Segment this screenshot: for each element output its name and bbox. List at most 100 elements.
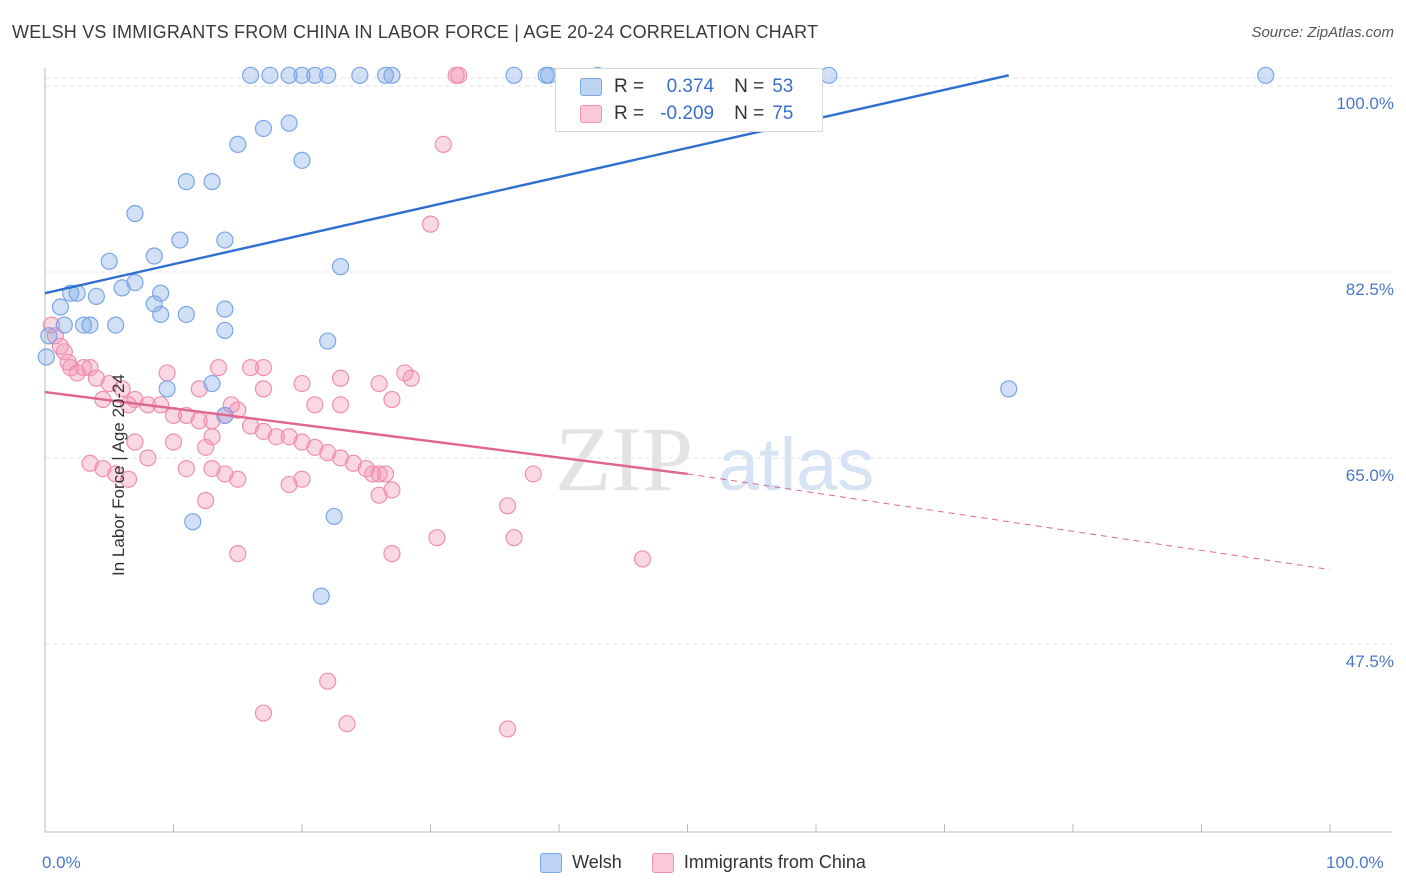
welsh-point <box>203 173 221 191</box>
welsh-point <box>145 295 163 313</box>
welsh-point <box>306 66 324 84</box>
china-point <box>306 396 324 414</box>
china-point <box>197 491 215 510</box>
china-point <box>370 486 388 504</box>
legend-row-welsh: R = 0.374 N = 53 <box>580 74 793 100</box>
series-legend: Welsh Immigrants from China <box>0 852 1406 873</box>
china-point <box>319 672 337 690</box>
welsh-point <box>254 119 273 138</box>
welsh-point <box>505 66 523 84</box>
china-point <box>293 470 311 488</box>
china-point <box>55 343 73 361</box>
welsh-point <box>229 135 247 154</box>
china-point <box>107 465 125 483</box>
china-point <box>421 215 440 233</box>
china-point <box>100 374 118 393</box>
china-point <box>113 380 131 398</box>
china-point <box>383 545 401 563</box>
welsh-point <box>74 316 93 334</box>
welsh-point <box>216 231 234 249</box>
welsh-point <box>312 587 330 605</box>
china-point <box>633 550 652 568</box>
china-point <box>81 454 99 472</box>
china-point <box>370 465 388 483</box>
china-points <box>42 66 652 738</box>
china-point <box>499 497 517 515</box>
china-point <box>364 465 382 483</box>
china-point <box>126 433 144 451</box>
china-point <box>331 396 350 414</box>
china-legend-swatch <box>651 852 674 873</box>
china-point <box>222 396 240 414</box>
trend-lines <box>44 74 1331 571</box>
welsh-point <box>383 66 401 84</box>
legend-item-welsh: Welsh <box>540 852 622 873</box>
welsh-point <box>1000 380 1018 398</box>
legend-row-china: R = -0.209 N = 75 <box>580 101 793 127</box>
welsh-point <box>37 348 55 366</box>
china-point <box>254 359 273 377</box>
welsh-point <box>152 305 170 324</box>
welsh-point <box>242 66 260 84</box>
china-point <box>158 364 176 382</box>
y-tick-label: 82.5% <box>1345 279 1394 299</box>
china-point <box>370 374 388 393</box>
welsh-point <box>100 252 118 270</box>
welsh-point <box>40 327 58 345</box>
welsh-point <box>331 258 350 276</box>
welsh-point <box>126 204 144 223</box>
china-point <box>119 470 138 488</box>
welsh-point <box>319 66 337 84</box>
welsh-point <box>280 114 298 132</box>
china-point <box>428 529 446 547</box>
china-point <box>293 374 311 393</box>
welsh-point <box>113 279 131 297</box>
china-point <box>216 465 234 483</box>
welsh-trend-line <box>44 74 1010 295</box>
china-point <box>229 545 247 563</box>
china-swatch <box>580 105 602 123</box>
welsh-point <box>184 513 202 531</box>
welsh-point <box>351 66 369 84</box>
welsh-point <box>319 332 337 350</box>
china-point <box>344 454 362 472</box>
welsh-points <box>37 66 1275 605</box>
welsh-swatch <box>580 78 602 96</box>
china-point <box>331 449 350 467</box>
welsh-point <box>280 66 298 84</box>
china-point <box>524 465 542 483</box>
china-point <box>254 704 273 722</box>
legend-item-china: Immigrants from China <box>651 852 866 873</box>
y-tick-label: 65.0% <box>1345 465 1394 485</box>
china-n-value: 75 <box>772 103 794 124</box>
china-point <box>402 369 420 387</box>
welsh-point <box>1257 66 1275 84</box>
welsh-point <box>216 300 234 318</box>
welsh-r-value: 0.374 <box>666 76 715 97</box>
china-trend-line <box>44 390 688 476</box>
welsh-legend-swatch <box>540 852 563 873</box>
watermark: ZIP atlas <box>555 408 874 510</box>
china-trend-extension <box>687 473 1331 571</box>
china-legend-label: Immigrants from China <box>683 852 866 872</box>
china-point <box>74 359 93 377</box>
welsh-point <box>293 66 311 84</box>
china-point <box>164 433 183 451</box>
welsh-point <box>177 173 195 191</box>
china-point <box>293 433 311 451</box>
axes <box>44 68 1392 833</box>
china-point <box>280 428 298 446</box>
china-point <box>152 396 170 414</box>
china-point <box>209 359 228 377</box>
welsh-legend-label: Welsh <box>572 852 622 872</box>
legend-n-label: N = <box>734 76 765 97</box>
china-point <box>319 444 337 462</box>
china-point <box>376 465 395 483</box>
welsh-point <box>293 151 311 169</box>
x-tick-max: 100.0% <box>1326 853 1384 872</box>
china-point <box>383 481 401 499</box>
watermark-atlas: atlas <box>718 423 874 506</box>
china-point <box>254 380 273 398</box>
china-point <box>499 720 517 738</box>
legend-r-label: R = <box>614 103 645 124</box>
